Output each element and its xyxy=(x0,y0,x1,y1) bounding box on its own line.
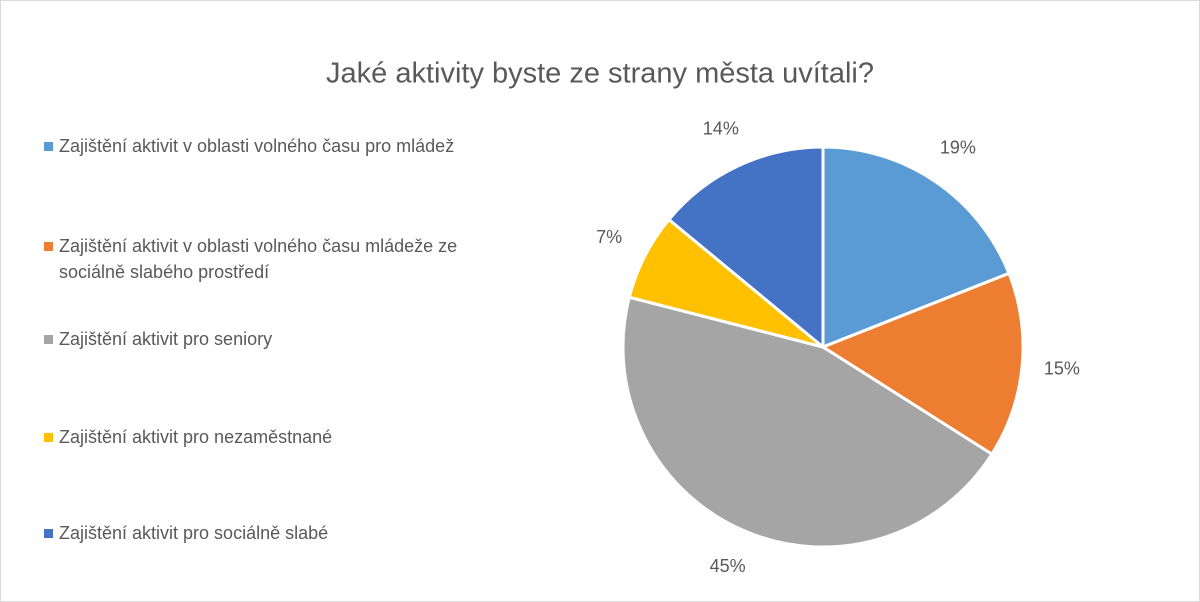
pie-slice xyxy=(819,271,1025,457)
data-label: 14% xyxy=(703,119,739,139)
data-label: 19% xyxy=(940,137,976,157)
legend-label: Zajištění aktivit pro seniory xyxy=(59,329,273,349)
legend-label: Zajištění aktivit pro sociálně slabé xyxy=(59,523,329,543)
legend-swatch xyxy=(44,433,53,442)
data-label: 45% xyxy=(710,556,746,576)
legend-label: Zajištění aktivit v oblasti volného času… xyxy=(59,136,455,156)
pie-slice xyxy=(821,145,1011,350)
legend-swatch xyxy=(44,242,53,251)
legend-swatch xyxy=(44,335,53,344)
legend-swatch xyxy=(44,142,53,151)
pie-slice xyxy=(666,145,825,351)
legend-swatch xyxy=(44,529,53,538)
legend-item: Zajištění aktivit pro seniory xyxy=(44,326,484,352)
legend-item: Zajištění aktivit pro sociálně slabé xyxy=(44,520,484,546)
chart-title: Jaké aktivity byste ze strany města uvít… xyxy=(326,58,874,90)
legend-item: Zajištění aktivit v oblasti volného času… xyxy=(44,233,484,285)
legend-item: Zajištění aktivit pro nezaměstnané xyxy=(44,424,484,450)
pie-slice xyxy=(621,295,994,549)
legend-label: Zajištění aktivit pro nezaměstnané xyxy=(59,427,333,447)
legend-item: Zajištění aktivit v oblasti volného času… xyxy=(44,133,484,159)
legend-label: Zajištění aktivit v oblasti volného času… xyxy=(59,236,458,282)
data-label: 15% xyxy=(1044,358,1080,378)
data-label: 7% xyxy=(596,227,622,247)
